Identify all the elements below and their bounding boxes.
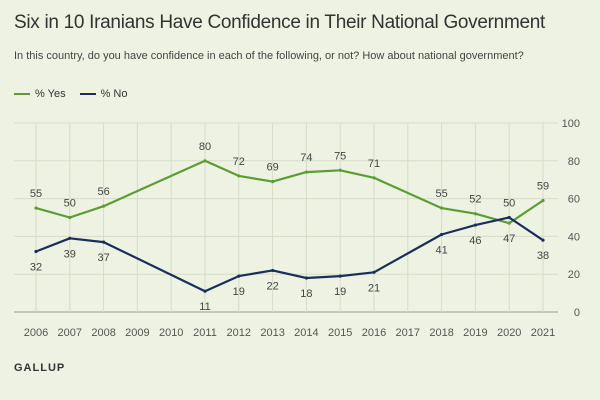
x-tick-label: 2006 (24, 327, 48, 339)
data-label-no-2006: 32 (30, 262, 42, 274)
data-point-yes-2019 (473, 212, 477, 216)
data-point-yes-2013 (271, 179, 275, 184)
data-label-yes-2016: 71 (368, 158, 380, 170)
x-tick-label: 2018 (429, 327, 453, 339)
x-tick-label: 2019 (463, 327, 487, 339)
data-label-no-2016: 21 (368, 282, 380, 294)
y-tick-label: 100 (562, 118, 580, 130)
source-footer: GALLUP (14, 362, 66, 374)
data-label-yes-2015: 75 (334, 150, 346, 162)
data-point-yes-2006 (34, 206, 38, 210)
data-label-no-2015: 19 (334, 286, 346, 298)
data-label-yes-2007: 50 (64, 198, 76, 210)
x-tick-label: 2009 (125, 327, 149, 339)
x-tick-label: 2015 (328, 327, 352, 339)
data-point-yes-2020 (507, 221, 511, 225)
data-point-no-2013 (271, 268, 275, 273)
x-tick-label: 2007 (58, 327, 82, 339)
data-label-yes-2012: 72 (233, 156, 245, 168)
x-tick-label: 2020 (497, 327, 521, 339)
data-label-no-2012: 19 (233, 286, 245, 298)
data-point-no-2018 (440, 232, 444, 237)
data-label-yes-2014: 74 (300, 152, 312, 164)
axes: 0 20 40 60 80 100 2006 2007 2008 2009 2010 2011 2012… (24, 118, 580, 339)
data-label-yes-2019: 52 (469, 194, 481, 206)
data-label-no-2011: 11 (199, 301, 210, 313)
chart-title: Six in 10 Iranians Have Confidence in Th… (14, 12, 545, 33)
data-point-yes-2011 (203, 159, 207, 163)
data-point-no-2021 (541, 238, 545, 242)
data-point-no-2006 (34, 249, 38, 254)
data-point-yes-2008 (102, 204, 106, 208)
data-label-no-2020: 50 (503, 198, 515, 210)
chart-subtitle: In this country, do you have confidence … (14, 50, 524, 62)
data-point-no-2014 (304, 276, 308, 280)
x-tick-label: 2021 (531, 327, 555, 339)
x-tick-label: 2012 (227, 327, 251, 339)
legend-label-yes: % Yes (35, 88, 66, 100)
data-label-no-2018: 41 (435, 245, 447, 257)
x-tick-label: 2017 (396, 327, 420, 339)
y-tick-label: 40 (568, 231, 580, 243)
data-point-yes-2015 (338, 168, 342, 172)
data-point-yes-2014 (304, 170, 308, 174)
data-point-yes-2012 (237, 174, 241, 178)
legend-item-no: % No (79, 88, 128, 100)
legend: % Yes % No (14, 88, 128, 100)
x-tick-label: 2011 (193, 327, 217, 339)
legend-label-no: % No (100, 88, 128, 100)
y-tick-label: 80 (568, 156, 580, 168)
series-line-no (35, 216, 544, 293)
data-point-yes-2021 (541, 198, 545, 203)
data-point-no-2015 (338, 274, 342, 278)
data-label-no-2019: 46 (469, 235, 481, 247)
data-point-no-2020 (507, 215, 511, 220)
data-label-yes-2021: 59 (537, 180, 549, 192)
y-tick-label: 60 (568, 194, 580, 206)
data-label-yes-2018: 55 (435, 188, 447, 200)
x-tick-label: 2008 (91, 327, 115, 339)
data-label-no-2007: 39 (64, 248, 76, 260)
x-tick-label: 2010 (159, 327, 183, 339)
data-label-yes-2006: 55 (30, 188, 42, 200)
legend-swatch-yes (14, 93, 30, 95)
data-label-no-2013: 22 (266, 280, 278, 292)
data-point-no-2007 (68, 236, 72, 240)
data-label-yes-2020: 47 (503, 233, 515, 245)
y-tick-label: 20 (568, 269, 580, 281)
x-tick-label: 2016 (362, 327, 386, 339)
data-label-no-2021: 38 (537, 250, 549, 262)
data-labels: 55 50 56 80 72 69 74 75 71 55 52 47 59 32 39 37 11 19 22 18… (30, 141, 549, 313)
data-point-yes-2018 (440, 206, 444, 210)
data-point-no-2012 (237, 274, 241, 278)
data-point-yes-2016 (372, 176, 376, 180)
series-line-yes (35, 159, 544, 225)
data-label-yes-2013: 69 (266, 162, 278, 174)
data-point-no-2011 (203, 289, 207, 293)
series-lines (34, 159, 545, 293)
data-label-no-2014: 18 (300, 288, 312, 300)
data-label-no-2008: 37 (97, 252, 109, 264)
x-tick-label: 2013 (260, 327, 284, 339)
legend-item-yes: % Yes (14, 88, 66, 100)
y-tick-label: 0 (574, 307, 580, 319)
data-label-yes-2008: 56 (97, 186, 109, 198)
data-label-yes-2011: 80 (199, 141, 211, 153)
data-point-no-2008 (102, 240, 106, 244)
data-point-yes-2007 (68, 215, 72, 220)
data-point-no-2019 (473, 223, 477, 227)
legend-swatch-no (79, 93, 96, 95)
data-point-no-2016 (372, 270, 376, 274)
x-tick-label: 2014 (294, 327, 318, 339)
gridlines (14, 122, 558, 313)
